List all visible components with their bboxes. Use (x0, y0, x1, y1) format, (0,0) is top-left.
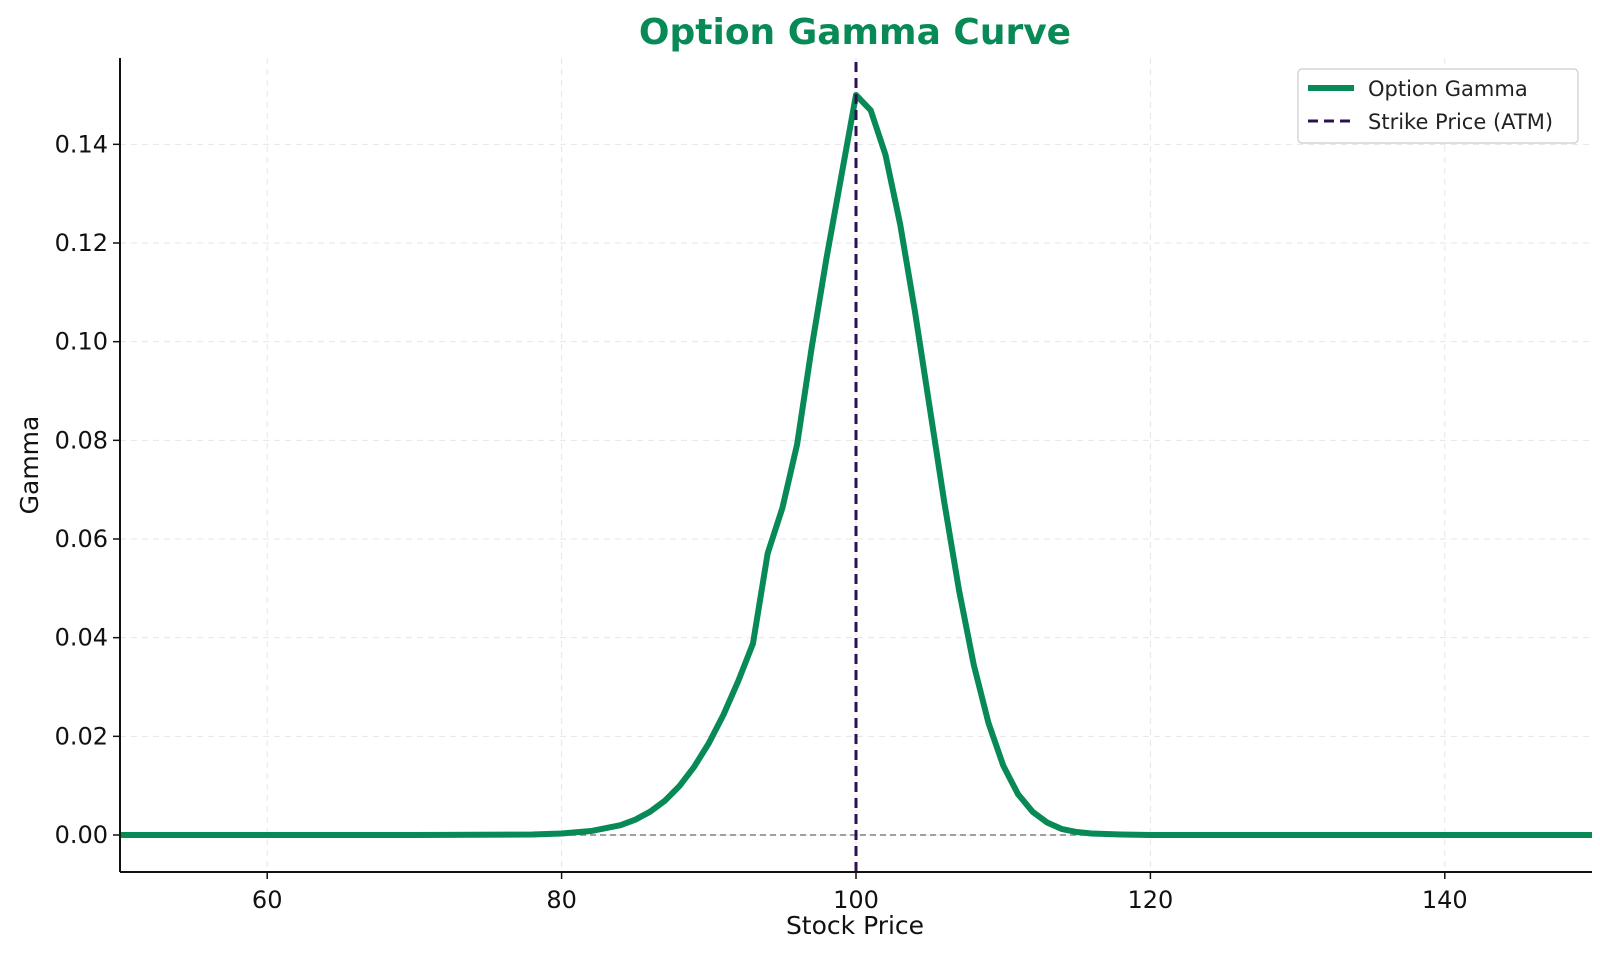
y-tick-label: 0.00 (55, 821, 108, 849)
legend-label-strike-price: Strike Price (ATM) (1368, 110, 1553, 134)
series-layer (120, 58, 1592, 872)
x-tick-label: 140 (1422, 886, 1468, 914)
x-tick-label: 120 (1127, 886, 1173, 914)
y-tick-label: 0.04 (55, 624, 108, 652)
y-tick-label: 0.10 (55, 328, 108, 356)
x-tick-label: 100 (833, 886, 879, 914)
x-tick-label: 80 (546, 886, 577, 914)
axes (113, 58, 1592, 879)
y-tick-label: 0.06 (55, 525, 108, 553)
x-tick-label: 60 (252, 886, 283, 914)
x-axis-label: Stock Price (786, 911, 924, 940)
legend-label-option-gamma: Option Gamma (1368, 77, 1528, 101)
chart-title: Option Gamma Curve (639, 12, 1071, 53)
y-tick-label: 0.12 (55, 229, 108, 257)
legend-box (1297, 68, 1579, 144)
y-tick-label: 0.14 (55, 130, 108, 158)
y-tick-label: 0.08 (55, 426, 108, 454)
tick-labels: 60 80 100 120 140 0.00 0.02 0.04 0.06 0.08 0.10 0.1… (55, 130, 1468, 914)
grid (120, 58, 1592, 872)
legend: Option Gamma Strike Price (ATM) (1297, 68, 1579, 144)
y-tick-label: 0.02 (55, 722, 108, 750)
y-axis-label: Gamma (15, 416, 44, 515)
